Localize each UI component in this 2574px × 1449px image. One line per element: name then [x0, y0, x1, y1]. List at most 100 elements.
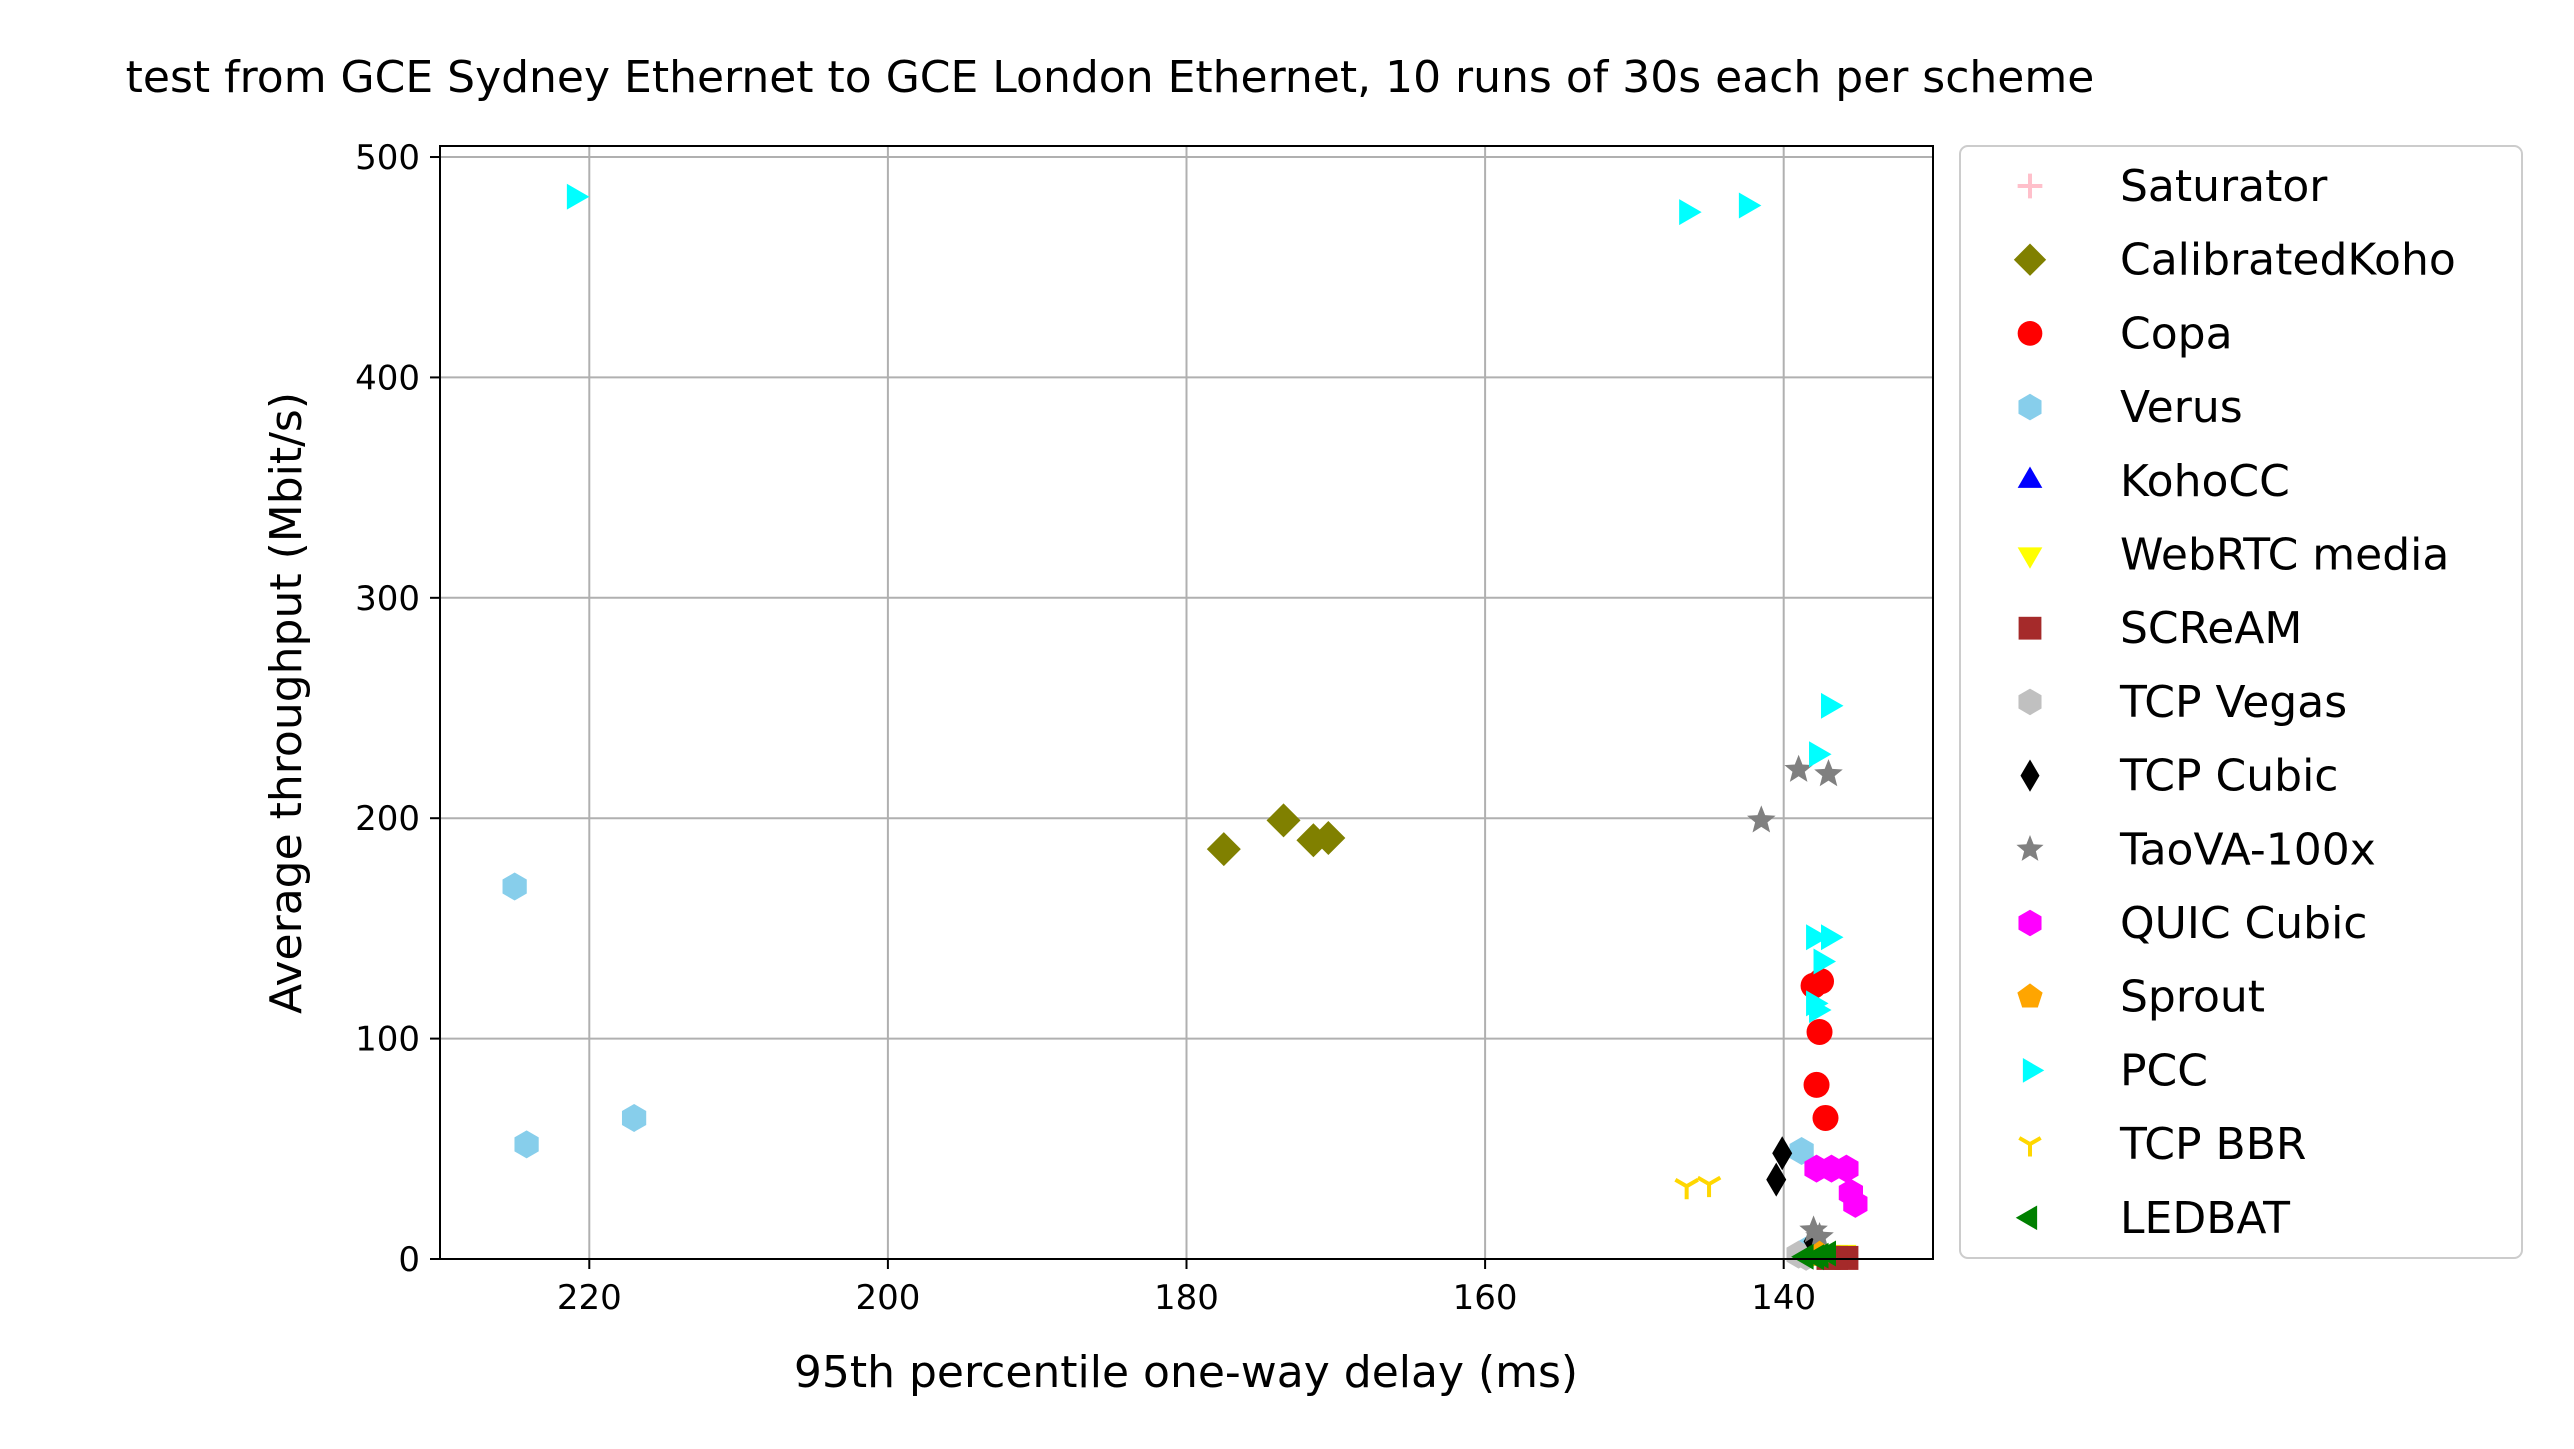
data-point-calibratedkoho — [1206, 832, 1241, 867]
legend-marker-tcp-cubic — [2020, 759, 2040, 792]
data-point-pcc — [1809, 741, 1832, 768]
legend-label: PCC — [2120, 1045, 2208, 1096]
legend-marker-verus — [2018, 393, 2042, 421]
data-point-quic-cubic — [1843, 1189, 1868, 1218]
y-tick-label: 100 — [355, 1020, 420, 1060]
legend-marker-scream — [2018, 616, 2042, 640]
legend-entry-verus: Verus — [2018, 382, 2243, 433]
legend-marker-copa — [2017, 321, 2043, 346]
legend-entry-scream: SCReAM — [2018, 603, 2302, 654]
data-point-copa — [1806, 1018, 1833, 1045]
legend-frame — [1959, 145, 2523, 1259]
legend-marker-sprout — [2017, 983, 2043, 1008]
legend-marker-tcp-bbr — [2018, 1136, 2042, 1157]
legend-label: TCP BBR — [2119, 1119, 2306, 1170]
y-tick-label: 500 — [355, 138, 420, 178]
legend-entry-tcp-bbr: TCP BBR — [2018, 1119, 2306, 1170]
legend-label: Copa — [2120, 308, 2233, 359]
data-point-tcp-bbr — [1696, 1175, 1722, 1198]
data-point-pcc — [1738, 192, 1762, 219]
x-tick-label: 160 — [1453, 1278, 1518, 1318]
legend-marker-kohocc — [2017, 466, 2043, 488]
series-tcp-bbr — [1674, 1175, 1722, 1200]
data-point-taova-100x — [1805, 1221, 1834, 1250]
data-point-taova-100x — [1799, 1215, 1828, 1243]
data-point-pcc — [1813, 948, 1837, 975]
series-ledbat — [1791, 1240, 1836, 1271]
legend-entry-tcp-cubic: TCP Cubic — [2020, 751, 2339, 802]
y-tick-label: 200 — [355, 799, 420, 839]
axis-ticks: 220 200 180 160 140 0 100 200 300 400 500 — [355, 138, 1816, 1318]
legend-label: CalibratedKoho — [2120, 235, 2456, 286]
data-point-pcc — [1820, 924, 1844, 951]
legend-label: KohoCC — [2120, 456, 2290, 507]
y-axis-label: Average throughput (Mbit/s) — [261, 392, 312, 1014]
legend-marker-pcc — [2022, 1058, 2045, 1083]
data-point-verus — [621, 1103, 647, 1132]
legend-label: TCP Vegas — [2119, 677, 2347, 728]
data-point-calibratedkoho — [1266, 803, 1301, 838]
data-point-pcc — [1820, 692, 1844, 719]
series-pcc — [566, 183, 1844, 1023]
legend-entry-tcp-vegas: TCP Vegas — [2018, 677, 2347, 728]
x-tick-label: 140 — [1751, 1278, 1816, 1318]
data-point-verus — [514, 1130, 539, 1159]
data-point-copa — [1803, 1071, 1830, 1098]
data-point-taova-100x — [1784, 754, 1813, 782]
y-tick-label: 0 — [398, 1240, 420, 1280]
legend-entry-webrtc-media: WebRTC media — [2017, 530, 2449, 581]
legend: Saturator CalibratedKoho Copa Verus KohoCC We… — [1959, 145, 2523, 1259]
legend-marker-taova-100x — [2016, 835, 2044, 861]
x-tick-label: 200 — [855, 1278, 920, 1318]
data-point-verus — [502, 872, 527, 901]
data-point-pcc — [1809, 996, 1832, 1023]
legend-entry-pcc: PCC — [2022, 1045, 2208, 1096]
data-point-verus — [1789, 1137, 1814, 1166]
legend-label: TaoVA-100x — [2119, 824, 2376, 875]
data-point-quic-cubic — [1834, 1154, 1859, 1183]
data-point-pcc — [1679, 199, 1702, 226]
legend-entry-ledbat: LEDBAT — [2015, 1193, 2290, 1244]
series-quic-cubic — [1804, 1154, 1868, 1218]
data-point-ledbat — [1801, 1244, 1825, 1271]
legend-marker-saturator — [2017, 173, 2043, 199]
plot-frame — [439, 145, 1934, 1260]
legend-label: WebRTC media — [2120, 530, 2449, 581]
legend-label: Sprout — [2120, 972, 2265, 1023]
y-tick-label: 300 — [355, 579, 420, 619]
data-point-tcp-cubic — [1772, 1136, 1793, 1171]
legend-label: LEDBAT — [2120, 1193, 2290, 1244]
data-points — [502, 183, 1868, 1271]
legend-label: SCReAM — [2120, 603, 2302, 654]
legend-marker-calibratedkoho — [2013, 243, 2047, 276]
grid — [440, 146, 1933, 1260]
series-taova-100x — [1747, 754, 1843, 1250]
legend-entry-taova-100x: TaoVA-100x — [2016, 824, 2376, 875]
legend-label: TCP Cubic — [2119, 751, 2339, 802]
data-point-calibratedkoho — [1311, 821, 1346, 856]
x-tick-label: 220 — [557, 1278, 622, 1318]
series-verus — [502, 872, 1829, 1267]
legend-marker-quic-cubic — [2018, 909, 2042, 937]
legend-label: Saturator — [2120, 161, 2328, 212]
data-point-pcc — [1806, 924, 1829, 951]
data-point-tcp-cubic — [1766, 1162, 1787, 1197]
legend-label: Verus — [2120, 382, 2243, 433]
legend-label: QUIC Cubic — [2120, 898, 2367, 949]
legend-marker-webrtc-media — [2017, 547, 2043, 569]
x-axis-label: 95th percentile one-way delay (ms) — [794, 1347, 1578, 1398]
data-point-tcp-bbr — [1674, 1178, 1699, 1200]
chart-title: test from GCE Sydney Ethernet to GCE Lon… — [126, 52, 2095, 103]
y-tick-label: 400 — [355, 358, 420, 398]
data-point-taova-100x — [1747, 805, 1776, 833]
data-point-copa — [1812, 1104, 1839, 1131]
legend-entry-quic-cubic: QUIC Cubic — [2018, 898, 2367, 949]
legend-marker-ledbat — [2015, 1205, 2038, 1231]
legend-entry-saturator: Saturator — [2017, 161, 2328, 212]
legend-entry-sprout: Sprout — [2017, 972, 2265, 1023]
legend-entry-calibratedkoho: CalibratedKoho — [2013, 235, 2456, 286]
legend-entry-kohocc: KohoCC — [2017, 456, 2290, 507]
data-point-taova-100x — [1814, 759, 1843, 787]
data-point-pcc — [566, 183, 590, 210]
